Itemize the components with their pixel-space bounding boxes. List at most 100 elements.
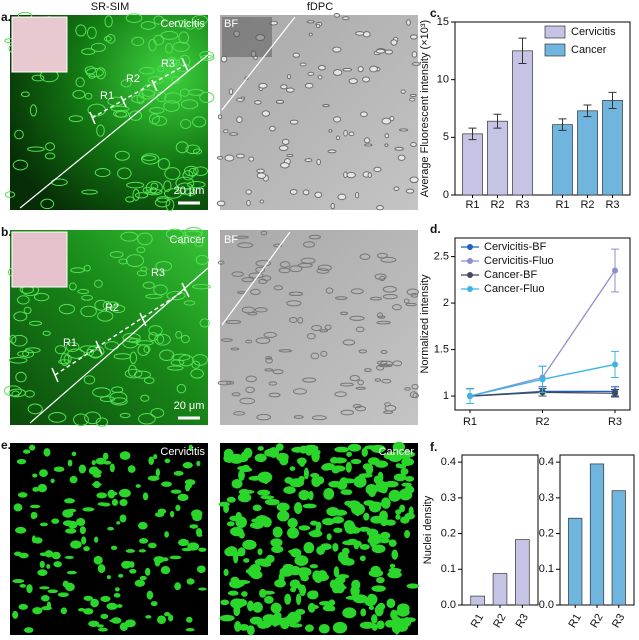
texture [82, 507, 95, 512]
texture [290, 548, 302, 558]
texture [136, 246, 146, 254]
texture [265, 357, 273, 364]
fdpc-image [220, 230, 418, 425]
texture [135, 484, 141, 488]
texture [170, 359, 185, 366]
texture [196, 460, 201, 467]
texture [62, 520, 74, 527]
texture [107, 526, 114, 531]
texture [287, 527, 299, 539]
texture [129, 568, 137, 574]
texture [119, 498, 128, 507]
texture [299, 62, 307, 67]
texture [161, 481, 173, 487]
texture [309, 564, 319, 569]
texture [376, 205, 384, 211]
texture [143, 376, 155, 384]
texture [318, 623, 330, 634]
legend-swatch [544, 43, 566, 57]
texture [304, 158, 313, 163]
texture [64, 498, 75, 504]
texture [189, 524, 199, 529]
texture [199, 318, 210, 328]
texture [395, 509, 402, 515]
texture [393, 186, 400, 192]
texture [63, 354, 72, 364]
texture [381, 497, 391, 509]
texture [162, 58, 180, 65]
texture [381, 378, 392, 384]
texture [326, 533, 332, 541]
texture [22, 349, 35, 359]
texture [404, 387, 411, 391]
texture [131, 36, 145, 47]
texture [233, 604, 241, 617]
texture [79, 345, 97, 354]
texture [287, 611, 302, 624]
texture [384, 133, 390, 139]
texture [409, 176, 419, 184]
texture [142, 186, 152, 194]
texture [302, 377, 317, 383]
texture [258, 278, 268, 285]
texture [373, 166, 382, 173]
texture [249, 522, 257, 528]
texture [387, 570, 402, 579]
texture [138, 549, 146, 553]
texture [351, 579, 361, 591]
texture [287, 518, 298, 528]
marker [612, 390, 618, 397]
texture [277, 510, 290, 522]
texture [392, 360, 403, 367]
texture [83, 608, 94, 615]
texture [348, 131, 355, 137]
texture [15, 371, 27, 383]
texture [46, 564, 51, 569]
texture [262, 517, 272, 528]
texture [45, 142, 55, 151]
texture [230, 551, 238, 557]
bar [602, 100, 623, 196]
texture [165, 198, 175, 212]
texture [12, 579, 25, 584]
texture [91, 460, 96, 466]
texture [154, 333, 171, 346]
texture [157, 65, 165, 73]
legend-label: Cervicitis-Fluo [484, 255, 554, 267]
texture [29, 504, 41, 509]
texture [170, 489, 182, 494]
texture [314, 191, 323, 199]
texture [226, 496, 236, 503]
texture [322, 104, 330, 108]
region-label: R1 [100, 90, 114, 102]
texture [146, 590, 154, 600]
texture [268, 381, 278, 386]
texture [94, 168, 111, 178]
texture [279, 617, 290, 630]
texture [46, 601, 52, 610]
texture [95, 67, 106, 80]
texture [404, 476, 415, 482]
texture [248, 156, 255, 162]
texture [149, 187, 158, 194]
texture [369, 296, 382, 301]
texture [284, 593, 292, 605]
texture [32, 487, 40, 492]
texture [84, 92, 93, 100]
texture [351, 503, 365, 516]
texture [411, 383, 419, 390]
texture [333, 116, 342, 123]
y-tick-label: 15 [437, 16, 449, 28]
texture [163, 180, 172, 192]
x-tick-label: R3 [605, 199, 619, 211]
texture [153, 454, 158, 460]
texture [374, 378, 382, 382]
texture [145, 615, 152, 619]
texture [299, 584, 307, 597]
texture [279, 261, 291, 268]
texture [94, 279, 103, 288]
texture [72, 89, 86, 99]
legend-marker [467, 272, 473, 278]
texture [185, 482, 193, 489]
texture [67, 459, 73, 467]
